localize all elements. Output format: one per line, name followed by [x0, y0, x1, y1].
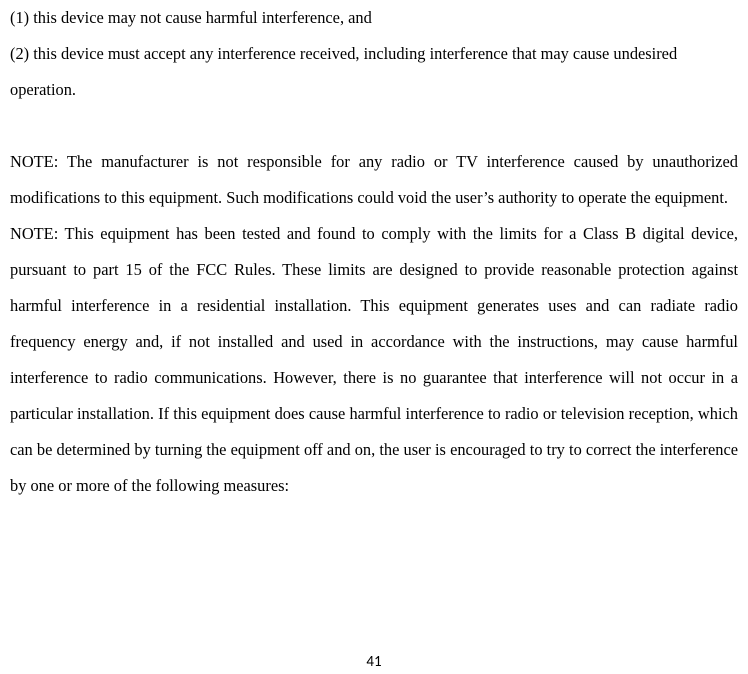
paragraph-condition-2: (2) this device must accept any interfer… — [10, 36, 738, 108]
paragraph-note-1: NOTE: The manufacturer is not responsibl… — [10, 144, 738, 216]
page-number: 41 — [0, 653, 748, 671]
paragraph-note-2: NOTE: This equipment has been tested and… — [10, 216, 738, 504]
blank-line — [10, 108, 738, 144]
paragraph-condition-1: (1) this device may not cause harmful in… — [10, 0, 738, 36]
document-page: (1) this device may not cause harmful in… — [0, 0, 748, 674]
